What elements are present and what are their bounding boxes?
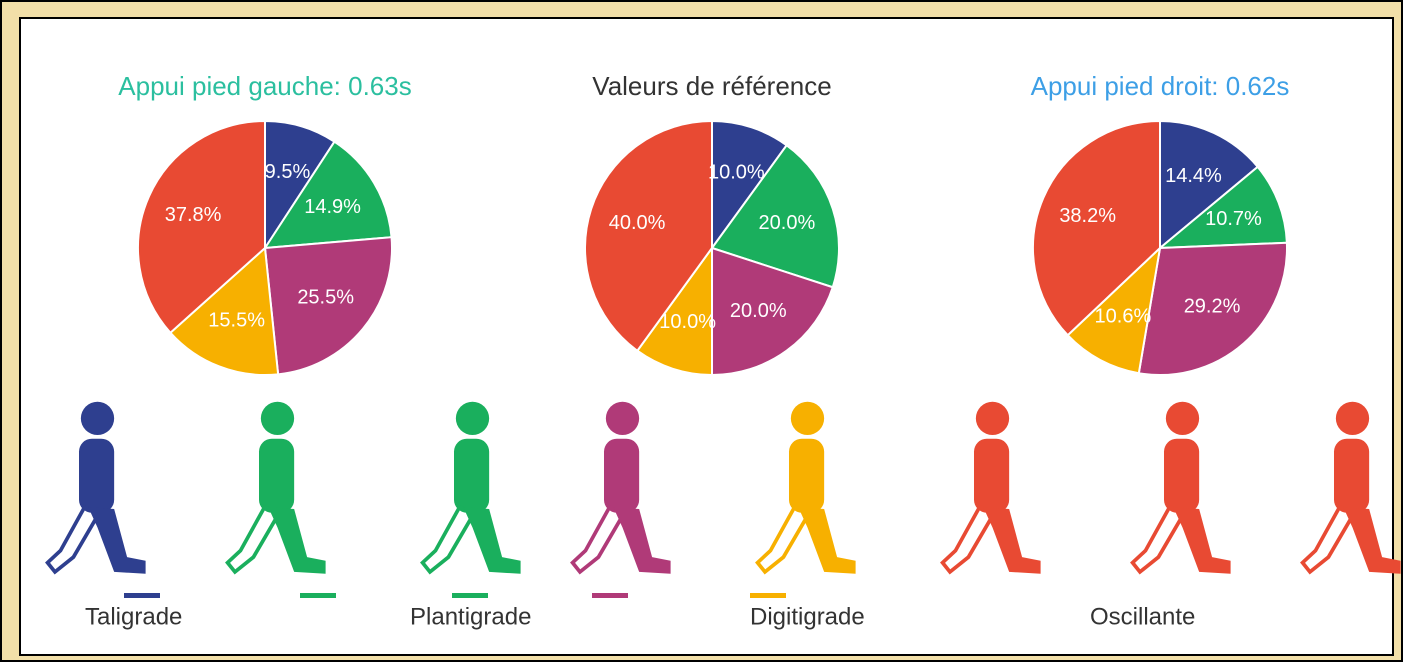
value-label: 10.0% [659, 311, 716, 333]
value-label: 9.5% [265, 161, 311, 183]
phase-label: Taligrade [85, 603, 182, 630]
value-label: 25.5% [297, 286, 354, 308]
pie-slice [137, 119, 266, 335]
value-label: 38.2% [1059, 205, 1116, 227]
pie-slice [263, 140, 393, 250]
value-label: 20.0% [730, 300, 787, 322]
pie-slice [169, 245, 280, 376]
pie-slice [1157, 165, 1288, 250]
value-label: 10.6% [1095, 306, 1152, 328]
chart-title: Valeurs de référence [592, 71, 831, 101]
pie-slice [1159, 119, 1260, 251]
pie-slice [710, 143, 840, 289]
pie-slice [1032, 119, 1161, 337]
pie-slice [711, 119, 789, 252]
chart-title: Appui pied droit: 0.62s [1031, 71, 1290, 101]
value-label: 40.0% [609, 212, 666, 234]
value-label: 29.2% [1184, 295, 1241, 317]
value-label: 20.0% [759, 212, 816, 234]
value-label: 10.0% [708, 161, 765, 183]
phase-label: Plantigrade [410, 603, 531, 630]
value-label: 37.8% [165, 204, 222, 226]
phase-label: Oscillante [1090, 603, 1195, 630]
value-label: 15.5% [208, 310, 265, 332]
value-label: 10.7% [1205, 208, 1262, 230]
pie-slice [584, 119, 713, 353]
value-label: 14.4% [1165, 165, 1222, 187]
phase-label: Digitigrade [750, 603, 865, 630]
pie-slice [1066, 245, 1162, 375]
chart-title: Appui pied gauche: 0.63s [118, 71, 411, 101]
figures [48, 402, 1401, 598]
pie-slice [635, 244, 713, 377]
pie-slice [711, 246, 835, 377]
value-label: 14.9% [304, 196, 361, 218]
pie-slice [263, 236, 393, 376]
pie-slice [1137, 241, 1288, 376]
